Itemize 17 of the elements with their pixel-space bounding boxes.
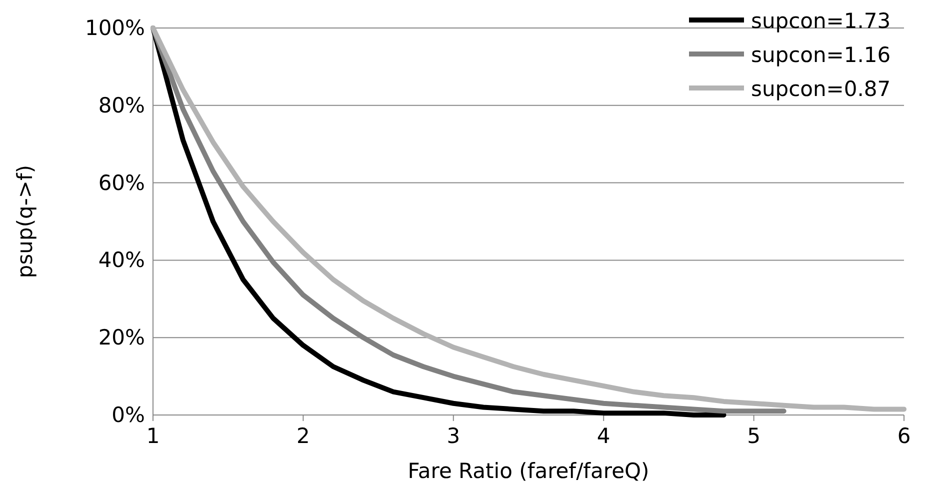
y-tick-label: 60% [98, 170, 145, 195]
y-tick-label: 80% [98, 93, 145, 118]
x-tick-label: 6 [897, 424, 911, 448]
y-tick-label: 0% [112, 403, 145, 427]
y-axis-title: psup(q->f) [13, 164, 37, 278]
x-tick-label: 5 [747, 424, 760, 448]
x-tick-label: 3 [446, 424, 460, 448]
legend-label: supcon=1.73 [751, 9, 891, 33]
y-tick-label: 100% [84, 16, 145, 40]
legend-label: supcon=1.16 [751, 43, 891, 67]
legend-label: supcon=0.87 [751, 77, 891, 101]
x-axis-title: Fare Ratio (faref/fareQ) [408, 459, 650, 483]
x-tick-label: 1 [146, 424, 160, 448]
x-tick-label: 2 [296, 424, 310, 448]
x-tick-label: 4 [596, 424, 610, 448]
y-tick-label: 20% [98, 326, 145, 350]
y-tick-label: 40% [98, 248, 145, 272]
